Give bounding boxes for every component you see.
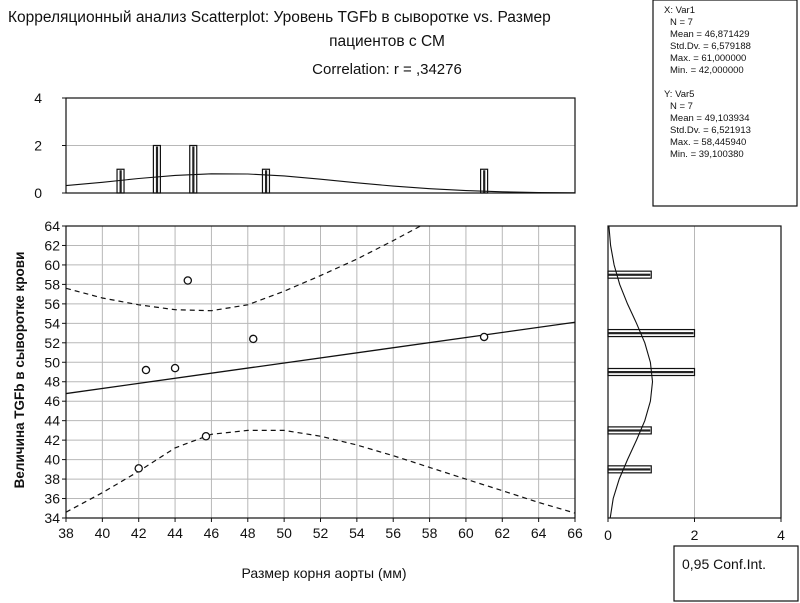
x-tick-label: 42: [131, 525, 147, 541]
y-tick-label: 40: [44, 452, 60, 468]
scatter-point: [248, 334, 258, 344]
y-tick-label: 56: [44, 296, 60, 312]
y-tick-label: 50: [44, 354, 60, 370]
y-tick-label: 48: [44, 374, 60, 390]
legend-frame: [673, 545, 799, 602]
x-tick-label: 52: [313, 525, 329, 541]
y-hist-bar-shade: [608, 468, 651, 471]
stats-box: X: Var1 N = 7 Mean = 46,871429 Std.Dv. =…: [652, 0, 798, 207]
y-hist-tick-label: 0: [604, 527, 612, 543]
x-hist-tick-label: 4: [34, 90, 42, 106]
y-hist-bar-shade: [608, 371, 694, 374]
y-tick-label: 58: [44, 276, 60, 292]
correlation-label: Correlation: r = ,34276: [312, 61, 462, 78]
x-tick-label: 40: [95, 525, 111, 541]
ci-lower-line: [66, 429, 575, 514]
x-tick-label: 66: [567, 525, 583, 541]
x-tick-label: 50: [276, 525, 292, 541]
stats-x-line: Max. = 61,000000: [670, 53, 746, 64]
legend-label: 0,95 Conf.Int.: [682, 556, 766, 572]
chart-title-line1: Корреляционный анализ Scatterplot: Урове…: [8, 9, 551, 26]
plot-area: [66, 226, 575, 514]
x-tick-label: 44: [167, 525, 183, 541]
x-tick-label: 38: [58, 525, 74, 541]
x-hist-tick-label: 0: [34, 185, 42, 201]
x-hist-bar-shade: [192, 146, 195, 193]
y-hist-bar-shade: [608, 332, 694, 335]
y-tick-label: 54: [44, 315, 60, 331]
x-axis-label: Размер корня аорты (мм): [241, 565, 406, 581]
stats-x-line: Std.Dv. = 6,579188: [670, 41, 751, 52]
x-histogram: 0 2 4: [34, 90, 576, 201]
x-hist-density-curve: [65, 173, 576, 194]
y-tick-label: 46: [44, 393, 60, 409]
stats-x-line: Min. = 42,000000: [670, 65, 744, 76]
y-hist-bar-shade: [608, 273, 651, 276]
x-hist-bar-shade: [483, 170, 486, 193]
y-tick-label: 36: [44, 491, 60, 507]
x-tick-label: 54: [349, 525, 365, 541]
stats-y-line: Max. = 58,445940: [670, 137, 746, 148]
x-tick-label: 58: [422, 525, 438, 541]
y-histogram: 0 2 4: [604, 225, 785, 543]
x-tick-label: 60: [458, 525, 474, 541]
x-hist-bar-shade: [119, 170, 122, 193]
y-hist-density-curve: [608, 225, 654, 519]
y-axis-label: Величина TGFb в сыворотке крови: [12, 252, 27, 489]
y-tick-label: 38: [44, 471, 60, 487]
scatter-point: [170, 363, 180, 373]
y-tick-label: 42: [44, 432, 60, 448]
stats-y-line: N = 7: [670, 101, 693, 112]
y-hist-bar-shade: [608, 429, 651, 432]
stats-y-line: Min. = 39,100380: [670, 149, 744, 160]
stats-x-line: Mean = 46,871429: [670, 29, 750, 40]
x-tick-label: 64: [531, 525, 547, 541]
y-tick-label: 44: [44, 413, 60, 429]
legend-box: 0,95 Conf.Int.: [673, 545, 799, 602]
y-hist-tick-label: 4: [777, 527, 785, 543]
ci-upper-line: [66, 226, 421, 312]
chart-title-line2: пациентов с СМ: [329, 33, 445, 50]
stats-y-header: Y: Var5: [664, 89, 694, 100]
scatter-point: [201, 431, 211, 441]
scatter-plot: 38 40 42 44 46 48 50 52 54 56 58 60 62 64 66 34 36 38 40 42…: [44, 218, 583, 541]
x-hist-bar-shade: [155, 146, 159, 193]
stats-y-line: Mean = 49,103934: [670, 113, 750, 124]
x-tick-label: 46: [204, 525, 220, 541]
scatter-point: [479, 332, 489, 342]
y-tick-label: 62: [44, 237, 60, 253]
regression-line: [66, 321, 575, 395]
stats-x-line: N = 7: [670, 17, 693, 28]
stats-box-frame: [652, 0, 798, 207]
x-tick-label: 48: [240, 525, 256, 541]
scatter-point: [183, 276, 193, 285]
x-hist-tick-label: 2: [34, 138, 42, 154]
stats-x-header: X: Var1: [664, 5, 695, 16]
x-tick-label: 62: [494, 525, 510, 541]
scatter-point: [134, 464, 143, 473]
x-hist-bar-shade: [264, 170, 268, 193]
scatter-point: [141, 365, 151, 375]
x-tick-label: 56: [385, 525, 401, 541]
stats-y-line: Std.Dv. = 6,521913: [670, 125, 751, 136]
y-tick-label: 52: [44, 335, 60, 351]
y-tick-label: 64: [44, 218, 60, 234]
y-tick-label: 34: [44, 510, 60, 526]
y-hist-tick-label: 2: [691, 527, 699, 543]
y-tick-label: 60: [44, 257, 60, 273]
